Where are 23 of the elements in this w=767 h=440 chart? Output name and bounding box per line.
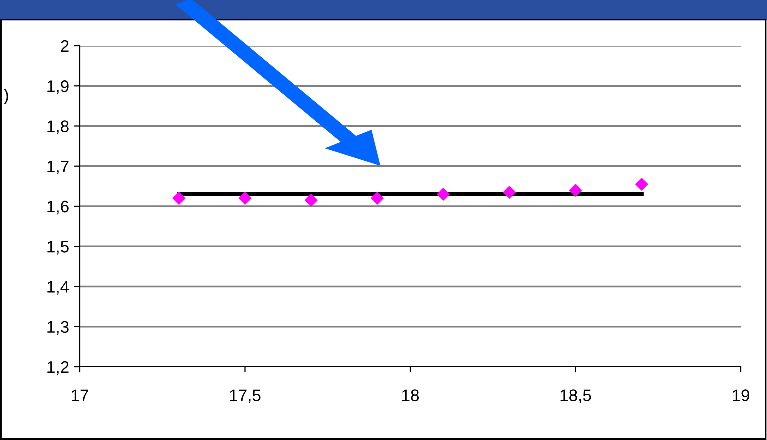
y-tick-label: 1,9 bbox=[48, 80, 69, 94]
y-tick-label: 1,5 bbox=[48, 241, 69, 255]
y-tick-label: 1,3 bbox=[48, 321, 69, 336]
x-tick-label: 17,5 bbox=[230, 390, 261, 404]
y-tick-label: 1,4 bbox=[48, 281, 70, 295]
y-tick-label: 2 bbox=[61, 40, 69, 52]
text: ) bbox=[4, 89, 8, 105]
x-tick-label: 17 bbox=[72, 390, 88, 402]
y-tick-label: 1,2 bbox=[48, 361, 69, 376]
point bbox=[503, 186, 516, 200]
point bbox=[635, 178, 648, 192]
point bbox=[370, 192, 384, 206]
point bbox=[238, 192, 252, 206]
point bbox=[569, 184, 582, 198]
point bbox=[172, 192, 186, 206]
x-tick-label: 19 bbox=[733, 390, 750, 402]
y-tick-label: 1,7 bbox=[48, 160, 69, 175]
x-tick-label: 18 bbox=[402, 390, 420, 402]
point bbox=[304, 194, 318, 208]
point bbox=[436, 188, 450, 202]
x-tick-label: 18,5 bbox=[560, 390, 592, 404]
y-tick-label: 1,8 bbox=[48, 120, 69, 134]
y-tick-label: 1,6 bbox=[48, 200, 69, 215]
